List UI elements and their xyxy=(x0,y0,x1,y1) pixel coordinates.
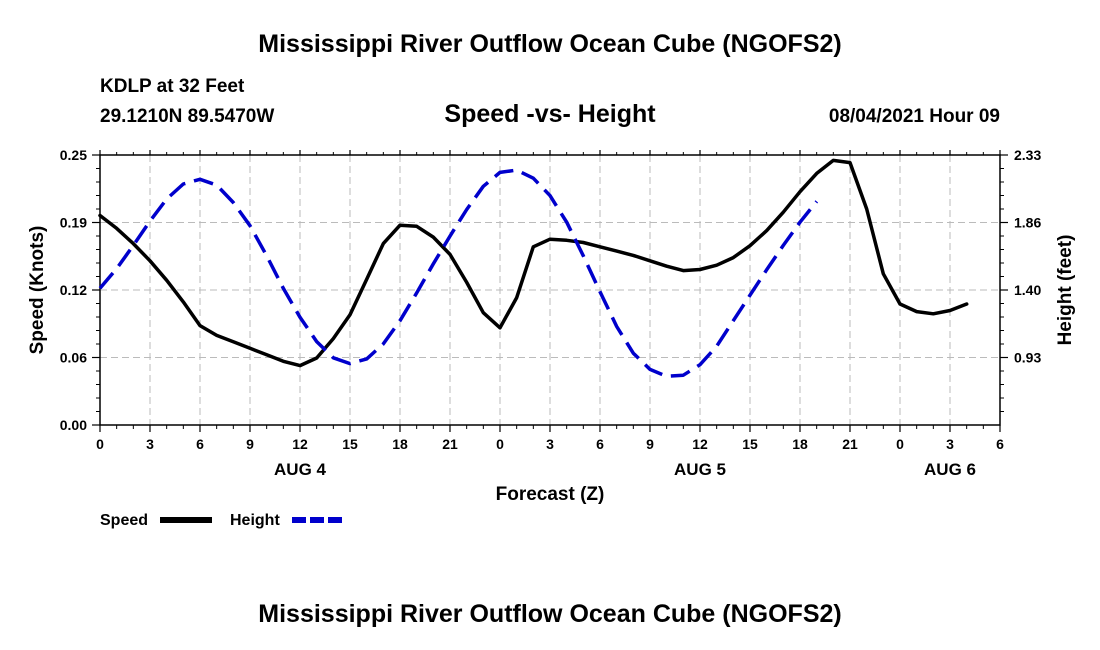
x-tick-label: 0 xyxy=(496,436,504,452)
footer-title: Mississippi River Outflow Ocean Cube (NG… xyxy=(258,600,842,628)
y-tick-label: 0.12 xyxy=(60,282,87,298)
x-tick-label: 9 xyxy=(646,436,654,452)
x-tick-label: 3 xyxy=(946,436,954,452)
series-line-height xyxy=(98,168,819,379)
day-label: AUG 5 xyxy=(674,460,726,479)
x-tick-label: 6 xyxy=(196,436,204,452)
y-tick-label: 0.19 xyxy=(60,215,87,231)
x-tick-label: 6 xyxy=(996,436,1004,452)
day-label: AUG 4 xyxy=(274,460,327,479)
x-tick-label: 3 xyxy=(546,436,554,452)
x-tick-label: 0 xyxy=(96,436,104,452)
y-tick-label: 0.25 xyxy=(60,147,87,163)
x-tick-label: 21 xyxy=(442,436,458,452)
day-label: AUG 6 xyxy=(924,460,976,479)
series-line-speed xyxy=(98,158,969,368)
station-label: KDLP at 32 Feet xyxy=(100,76,245,97)
chart-title: Speed -vs- Height xyxy=(444,100,656,128)
y2-tick-label: 2.33 xyxy=(1014,147,1041,163)
legend-label-height: Height xyxy=(230,512,280,529)
x-tick-label: 6 xyxy=(596,436,604,452)
x-tick-label: 21 xyxy=(842,436,858,452)
y2-tick-label: 0.93 xyxy=(1014,350,1041,366)
y-axis-label: Speed (Knots) xyxy=(27,226,48,355)
y-tick-label: 0.06 xyxy=(60,350,87,366)
x-tick-label: 9 xyxy=(246,436,254,452)
legend-label-speed: Speed xyxy=(100,512,148,529)
x-tick-label: 18 xyxy=(792,436,808,452)
x-tick-label: 12 xyxy=(692,436,708,452)
station-coordinates: 29.1210N 89.5470W xyxy=(100,106,275,127)
x-tick-label: 18 xyxy=(392,436,408,452)
forecast-datetime: 08/04/2021 Hour 09 xyxy=(828,106,1000,127)
y-tick-label: 0.00 xyxy=(60,417,87,433)
page-title: Mississippi River Outflow Ocean Cube (NG… xyxy=(258,30,842,58)
y2-axis-label: Height (feet) xyxy=(1055,235,1076,346)
x-tick-label: 3 xyxy=(146,436,154,452)
x-tick-label: 12 xyxy=(292,436,308,452)
x-axis-label: Forecast (Z) xyxy=(496,484,605,505)
y2-tick-label: 1.86 xyxy=(1014,215,1041,231)
x-tick-label: 15 xyxy=(742,436,758,452)
y2-tick-label: 1.40 xyxy=(1014,282,1041,298)
x-tick-label: 15 xyxy=(342,436,358,452)
x-tick-label: 0 xyxy=(896,436,904,452)
